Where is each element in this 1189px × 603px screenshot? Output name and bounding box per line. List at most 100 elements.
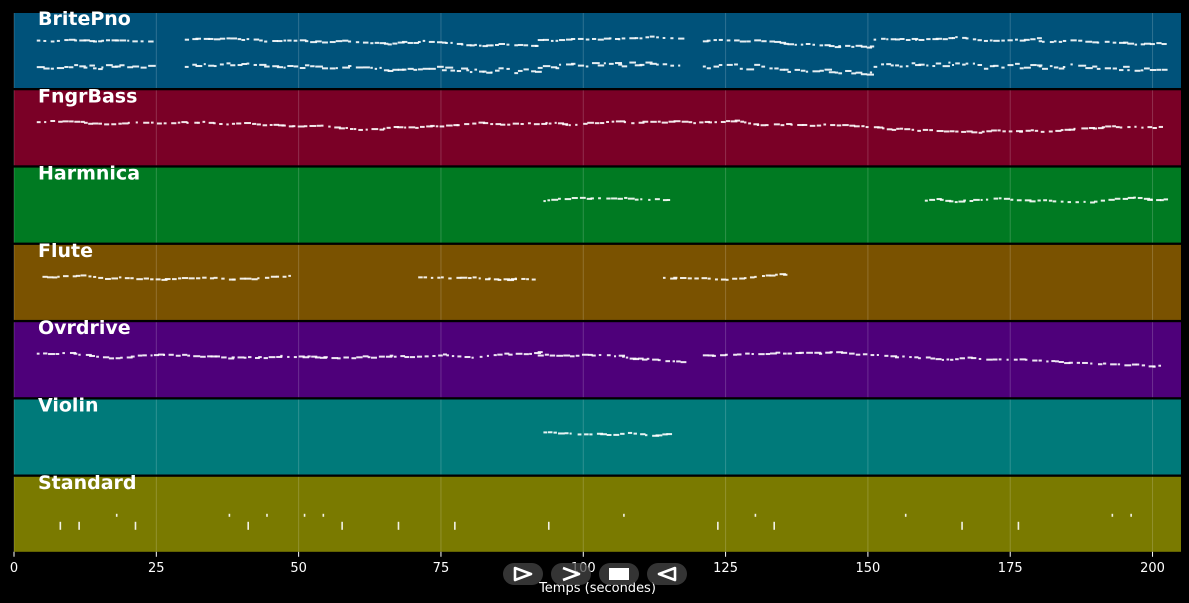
note <box>583 122 588 125</box>
note <box>186 121 189 124</box>
note <box>50 40 55 43</box>
note <box>231 122 236 125</box>
note <box>36 121 41 124</box>
note <box>955 62 960 65</box>
note <box>958 200 966 203</box>
note <box>641 358 648 361</box>
note <box>345 126 348 129</box>
note <box>977 63 983 66</box>
note <box>335 67 338 70</box>
note <box>652 358 659 361</box>
note <box>422 39 426 42</box>
note <box>993 64 999 67</box>
play-button[interactable] <box>503 563 543 585</box>
note <box>114 65 121 68</box>
note <box>55 352 60 355</box>
note <box>860 45 868 48</box>
note <box>1133 196 1136 199</box>
note <box>79 39 87 42</box>
note <box>74 39 78 42</box>
track-label: Ovrdrive <box>38 317 131 339</box>
note <box>881 37 886 40</box>
note <box>577 433 582 436</box>
note <box>413 68 418 71</box>
stop-button[interactable] <box>599 563 639 585</box>
note <box>153 354 159 357</box>
note <box>918 63 925 66</box>
note <box>673 276 678 279</box>
note <box>542 38 549 41</box>
note <box>568 124 571 127</box>
note <box>899 65 903 68</box>
note <box>834 71 839 74</box>
note <box>849 124 856 127</box>
note <box>485 278 491 281</box>
back-button[interactable] <box>647 563 687 585</box>
note <box>1015 38 1018 41</box>
note <box>787 43 794 46</box>
note <box>436 65 444 68</box>
note <box>557 122 565 125</box>
note <box>534 44 539 47</box>
note <box>662 63 668 66</box>
note <box>219 123 223 126</box>
note <box>566 63 574 66</box>
note <box>273 123 280 126</box>
note <box>1088 126 1095 129</box>
note <box>918 357 921 360</box>
note <box>43 67 50 70</box>
note <box>661 121 668 124</box>
note <box>281 124 286 127</box>
note <box>587 121 594 124</box>
note <box>1134 125 1137 128</box>
note <box>717 521 719 530</box>
note <box>855 71 863 74</box>
note <box>404 356 410 359</box>
note <box>1055 129 1062 132</box>
note <box>130 277 134 280</box>
note <box>36 352 40 355</box>
note <box>379 42 387 45</box>
note <box>783 352 787 355</box>
note <box>876 353 879 356</box>
note <box>457 355 462 358</box>
forward-button[interactable] <box>551 563 591 585</box>
note <box>172 278 177 281</box>
note <box>860 73 868 76</box>
note <box>362 355 369 358</box>
note <box>252 122 257 125</box>
note <box>770 352 777 355</box>
note-texture <box>59 513 1132 530</box>
note <box>621 37 626 40</box>
track-label: Violin <box>38 395 99 417</box>
note <box>115 357 121 360</box>
note <box>219 37 226 40</box>
note <box>842 124 849 127</box>
track-lane-fngrbass: FngrBass <box>13 85 1181 166</box>
note <box>517 69 523 72</box>
note <box>397 68 405 71</box>
note <box>570 355 575 358</box>
track-background <box>14 90 1181 166</box>
note <box>904 128 911 131</box>
note <box>293 356 297 359</box>
note <box>1123 41 1129 44</box>
note <box>758 353 765 356</box>
note <box>608 62 614 65</box>
note <box>1007 64 1014 67</box>
note-texture <box>543 196 1169 204</box>
note <box>335 40 343 43</box>
note <box>292 125 296 128</box>
note <box>213 276 218 279</box>
note <box>143 277 149 280</box>
note <box>547 431 553 434</box>
note <box>597 64 605 67</box>
note <box>1013 358 1018 361</box>
note <box>1060 129 1064 132</box>
note <box>665 360 671 363</box>
note <box>155 278 161 281</box>
note <box>564 198 572 201</box>
note <box>702 354 709 357</box>
note <box>202 120 206 123</box>
note <box>506 67 510 70</box>
